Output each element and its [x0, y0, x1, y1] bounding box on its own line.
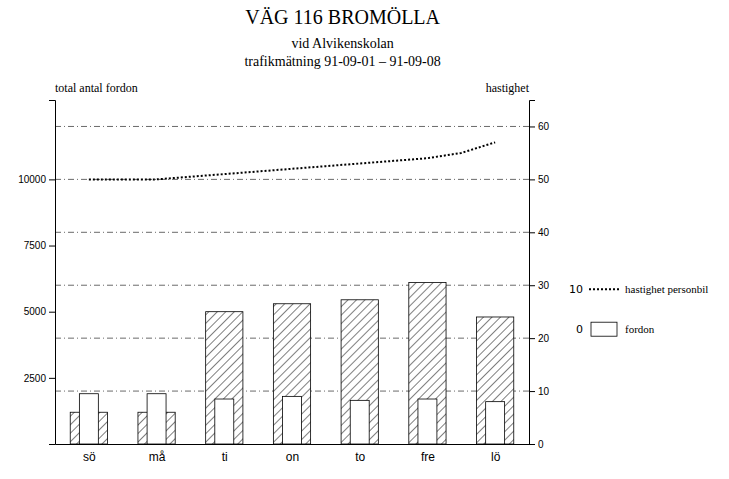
- y-tick-mark: [49, 246, 55, 247]
- x-tick-label: fre: [421, 450, 435, 464]
- y-tick-mark: [49, 378, 55, 379]
- x-tick-label: sö: [83, 450, 96, 464]
- y-tick: 7500: [24, 240, 55, 251]
- y2-tick-mark: [529, 338, 535, 339]
- legend-label: hastighet personbil: [625, 283, 708, 295]
- y-tick: 10000: [18, 174, 55, 185]
- y2-axis: 0 10 20 30 40 50 60: [529, 101, 550, 450]
- plot: sö må ti on to fre lö 2500 5000 7500 10000 0 10 20 30 4…: [18, 101, 549, 464]
- bar: [341, 300, 378, 444]
- y2-tick: 10: [529, 386, 550, 397]
- bar: [350, 400, 369, 444]
- bar: [273, 304, 310, 444]
- y-axis: 2500 5000 7500 10000: [18, 101, 55, 445]
- legend-item: 0 fordon: [576, 322, 655, 336]
- y2-tick-label: 10: [538, 386, 550, 397]
- x-tick: on: [286, 450, 299, 464]
- bar: [206, 312, 243, 444]
- chart: sö må ti on to fre lö 2500 5000 7500 10000 0 10 20 30 4…: [0, 0, 729, 479]
- y2-tick-label: 40: [538, 227, 550, 238]
- legend-swatch: [589, 288, 619, 290]
- bar: [147, 394, 166, 444]
- y2-tick: 50: [529, 174, 550, 185]
- title: VÄG 116 BROMÖLLA: [245, 6, 440, 28]
- x-tick: ti: [222, 450, 228, 464]
- reference-line: [55, 232, 529, 233]
- y2-tick-label: 30: [538, 280, 550, 291]
- y-axis-label: total antal fordon: [55, 81, 138, 95]
- legend-label: fordon: [625, 323, 655, 335]
- y2-tick-mark: [529, 179, 535, 180]
- y2-tick-label: 50: [538, 174, 550, 185]
- bar: [283, 396, 302, 444]
- y2-tick-label: 20: [538, 333, 550, 344]
- bar: [477, 317, 514, 444]
- y-tick-label: 7500: [24, 240, 47, 251]
- legend: 10 hastighet personbil 0 fordon: [569, 283, 708, 336]
- y-tick: 2500: [24, 373, 55, 384]
- bar: [418, 399, 437, 444]
- legend-item: 10 hastighet personbil: [569, 283, 708, 296]
- x-tick-label: to: [355, 450, 365, 464]
- y-tick-label: 2500: [24, 373, 47, 384]
- y-axis-line: [49, 101, 56, 445]
- x-axis-line: [56, 444, 530, 445]
- y2-tick-mark: [529, 285, 535, 286]
- y-tick-label: 5000: [24, 306, 47, 317]
- y2-tick-mark: [529, 126, 535, 127]
- bar: [215, 399, 234, 444]
- y2-tick: 60: [529, 121, 550, 132]
- x-tick: to: [355, 450, 365, 464]
- x-tick: må: [149, 450, 166, 464]
- y2-tick-mark: [529, 444, 535, 445]
- x-tick-label: lö: [491, 450, 501, 464]
- y-tick: 5000: [24, 306, 55, 317]
- bar: [486, 402, 505, 444]
- y2-tick-label: 60: [538, 121, 550, 132]
- x-tick-label: ti: [222, 450, 228, 464]
- x-tick: sö: [83, 450, 96, 464]
- line: [89, 142, 495, 179]
- x-tick-label: må: [149, 450, 166, 464]
- y-tick-mark: [49, 179, 55, 180]
- y2-tick: 20: [529, 333, 550, 344]
- y2-tick-mark: [529, 391, 535, 392]
- y2-tick: 30: [529, 280, 550, 291]
- bar: [79, 394, 98, 444]
- x-tick: fre: [421, 450, 435, 464]
- y2-tick: 40: [529, 227, 550, 238]
- y2-tick-mark: [529, 232, 535, 233]
- legend-annotation: 10: [569, 283, 583, 296]
- y-tick-mark: [49, 312, 55, 313]
- marks: [55, 126, 529, 444]
- legend-swatch: [591, 322, 617, 336]
- subtitle: vid Alvikenskolan: [291, 36, 393, 51]
- y2-axis-line: [530, 101, 536, 445]
- reference-line: [55, 126, 529, 127]
- y-tick-label: 10000: [18, 174, 46, 185]
- legend-annotation: 0: [576, 323, 583, 336]
- bar: [409, 283, 446, 444]
- x-axis: sö må ti on to fre lö: [56, 445, 530, 464]
- y2-axis-label: hastighet: [486, 81, 530, 95]
- y2-tick-label: 0: [538, 439, 544, 450]
- x-tick-label: on: [286, 450, 299, 464]
- y2-tick: 0: [529, 439, 544, 450]
- x-tick: lö: [491, 450, 501, 464]
- reference-line: [55, 285, 529, 286]
- subtitle: trafikmätning 91-09-01 – 91-09-08: [244, 54, 440, 69]
